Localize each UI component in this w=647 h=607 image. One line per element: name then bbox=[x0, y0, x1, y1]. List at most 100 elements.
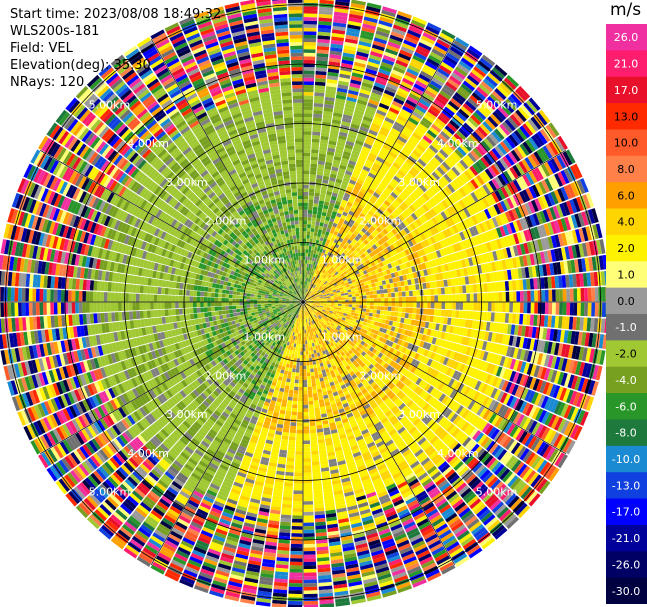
velocity-cell bbox=[506, 74, 520, 88]
velocity-cell bbox=[341, 199, 348, 205]
velocity-cell bbox=[576, 179, 586, 195]
velocity-cell bbox=[310, 275, 313, 280]
velocity-cell bbox=[534, 302, 539, 314]
velocity-cell bbox=[310, 224, 315, 229]
velocity-cell bbox=[308, 296, 312, 299]
velocity-cell bbox=[323, 270, 328, 275]
velocity-cell bbox=[309, 291, 313, 295]
velocity-cell bbox=[462, 249, 468, 259]
velocity-cell bbox=[395, 186, 403, 194]
velocity-cell bbox=[452, 302, 456, 310]
velocity-cell bbox=[469, 133, 480, 145]
velocity-cell bbox=[408, 215, 415, 223]
velocity-cell bbox=[349, 82, 361, 89]
velocity-cell bbox=[453, 133, 464, 143]
velocity-cell bbox=[530, 240, 537, 253]
velocity-cell bbox=[372, 162, 381, 170]
velocity-cell bbox=[354, 262, 360, 268]
velocity-cell bbox=[378, 129, 389, 137]
velocity-cell bbox=[412, 178, 421, 186]
velocity-cell bbox=[455, 302, 460, 310]
velocity-cell bbox=[505, 291, 510, 302]
velocity-cell bbox=[392, 188, 401, 197]
velocity-cell bbox=[369, 309, 374, 313]
velocity-cell bbox=[536, 149, 547, 163]
velocity-cell bbox=[312, 284, 316, 289]
velocity-cell bbox=[305, 245, 309, 250]
velocity-cell bbox=[303, 159, 311, 164]
velocity-cell bbox=[403, 74, 416, 83]
velocity-cell bbox=[314, 353, 318, 358]
velocity-cell bbox=[364, 162, 373, 169]
velocity-cell bbox=[308, 274, 311, 279]
velocity-cell bbox=[478, 199, 487, 210]
velocity-cell bbox=[408, 138, 418, 147]
velocity-cell bbox=[326, 78, 338, 84]
velocity-cell bbox=[411, 132, 422, 141]
velocity-cell bbox=[400, 257, 406, 264]
velocity-cell bbox=[384, 187, 393, 195]
velocity-cell bbox=[494, 88, 507, 100]
velocity-cell bbox=[430, 288, 435, 295]
velocity-cell bbox=[495, 250, 502, 261]
velocity-cell bbox=[359, 33, 374, 41]
velocity-cell bbox=[406, 141, 416, 150]
velocity-cell bbox=[327, 286, 332, 290]
velocity-cell bbox=[397, 286, 402, 292]
velocity-cell bbox=[487, 72, 501, 85]
velocity-cell bbox=[408, 26, 423, 35]
velocity-cell bbox=[372, 244, 378, 250]
velocity-cell bbox=[544, 178, 554, 192]
velocity-cell bbox=[456, 269, 462, 278]
velocity-cell bbox=[332, 112, 343, 118]
velocity-cell bbox=[322, 269, 326, 274]
velocity-cell bbox=[310, 443, 318, 448]
velocity-cell bbox=[413, 129, 424, 138]
velocity-cell bbox=[308, 393, 313, 398]
velocity-cell bbox=[303, 206, 308, 210]
velocity-cell bbox=[313, 364, 317, 369]
velocity-cell bbox=[460, 83, 473, 94]
velocity-cell bbox=[329, 253, 334, 258]
velocity-cell bbox=[406, 67, 419, 77]
velocity-cell bbox=[330, 303, 335, 306]
velocity-cell bbox=[355, 304, 360, 308]
velocity-cell bbox=[346, 31, 360, 38]
velocity-cell bbox=[454, 277, 459, 286]
velocity-cell bbox=[370, 231, 377, 238]
velocity-cell bbox=[459, 159, 469, 170]
velocity-cell bbox=[326, 293, 330, 296]
velocity-cell bbox=[320, 218, 325, 224]
velocity-cell bbox=[442, 238, 449, 247]
velocity-cell bbox=[537, 239, 544, 252]
velocity-cell bbox=[351, 293, 356, 297]
velocity-cell bbox=[512, 291, 517, 302]
velocity-cell bbox=[388, 257, 394, 263]
velocity-cell bbox=[599, 239, 606, 254]
velocity-cell bbox=[522, 141, 533, 154]
velocity-cell bbox=[305, 300, 310, 302]
velocity-cell bbox=[309, 298, 313, 301]
velocity-cell bbox=[417, 234, 424, 242]
velocity-cell bbox=[417, 242, 423, 250]
velocity-cell bbox=[369, 95, 381, 103]
velocity-cell bbox=[372, 119, 383, 127]
velocity-cell bbox=[324, 197, 331, 203]
velocity-cell bbox=[487, 166, 497, 178]
velocity-cell bbox=[311, 382, 317, 387]
velocity-cell bbox=[376, 75, 388, 83]
velocity-cell bbox=[499, 225, 506, 237]
velocity-cell bbox=[372, 309, 377, 314]
velocity-cell bbox=[357, 238, 364, 245]
velocity-cell bbox=[402, 296, 406, 302]
velocity-cell bbox=[394, 307, 399, 312]
velocity-cell bbox=[525, 215, 534, 228]
velocity-cell bbox=[379, 215, 386, 222]
velocity-cell bbox=[384, 209, 391, 217]
velocity-cell bbox=[371, 122, 381, 130]
velocity-cell bbox=[341, 306, 346, 309]
velocity-cell bbox=[365, 68, 378, 75]
velocity-cells bbox=[0, 0, 610, 607]
velocity-cell bbox=[348, 306, 353, 310]
velocity-cell bbox=[427, 302, 431, 309]
